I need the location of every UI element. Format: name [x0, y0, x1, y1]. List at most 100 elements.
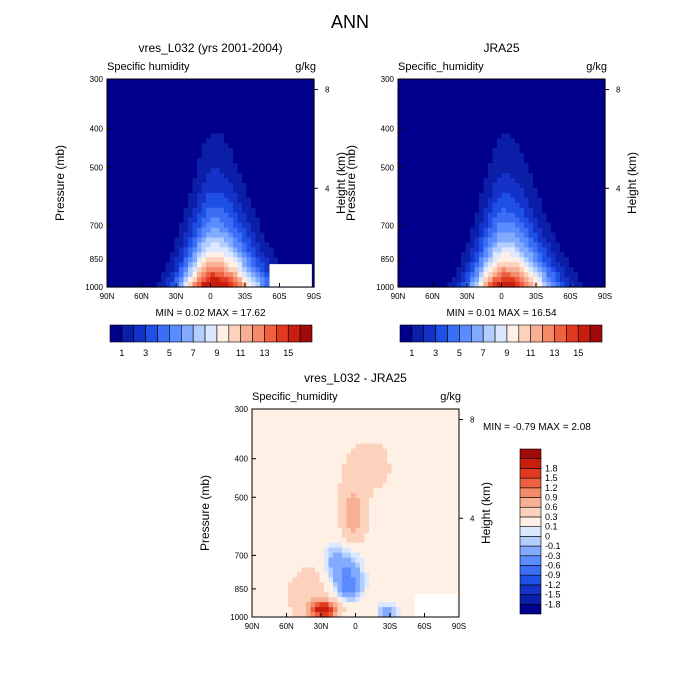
- heatmap-cell: [546, 98, 552, 105]
- heatmap-cell: [219, 252, 225, 258]
- heatmap-cell: [342, 562, 348, 569]
- heatmap-cell: [420, 187, 426, 194]
- heatmap-cell: [305, 173, 311, 179]
- heatmap-cell: [569, 247, 575, 253]
- heatmap-cell: [355, 448, 361, 455]
- heatmap-cell: [107, 212, 113, 219]
- heatmap-cell: [328, 453, 334, 460]
- heatmap-cell: [319, 453, 325, 460]
- heatmap-cell: [402, 242, 408, 248]
- heatmap-cell: [246, 93, 252, 100]
- heatmap-cell: [438, 262, 444, 268]
- heatmap-cell: [342, 443, 348, 450]
- heatmap-cell: [129, 282, 135, 288]
- heatmap-cell: [429, 83, 435, 90]
- heatmap-cell: [328, 463, 334, 470]
- heatmap-cell: [297, 587, 303, 593]
- heatmap-cell: [346, 567, 352, 574]
- heatmap-cell: [420, 227, 426, 234]
- heatmap-cell: [206, 187, 212, 194]
- heatmap-cell: [483, 133, 489, 140]
- heatmap-cell: [134, 282, 140, 288]
- heatmap-cell: [411, 79, 417, 85]
- heatmap-cell: [456, 148, 462, 154]
- heatmap-cell: [319, 463, 325, 470]
- heatmap-cell: [319, 468, 325, 474]
- heatmap-cell: [174, 133, 180, 140]
- heatmap-cell: [587, 187, 593, 194]
- heatmap-cell: [116, 168, 122, 174]
- heatmap-cell: [179, 143, 185, 149]
- heatmap-cell: [206, 103, 212, 110]
- heatmap-cell: [452, 143, 458, 149]
- heatmap-cell: [542, 237, 548, 244]
- heatmap-cell: [546, 252, 552, 258]
- heatmap-cell: [255, 207, 261, 214]
- heatmap-cell: [492, 282, 498, 288]
- heatmap-cell: [120, 277, 126, 283]
- heatmap-cell: [524, 267, 530, 273]
- heatmap-cell: [342, 478, 348, 484]
- heatmap-cell: [447, 163, 453, 169]
- heatmap-cell: [179, 108, 185, 115]
- heatmap-cell: [261, 433, 267, 440]
- heatmap-cell: [265, 418, 271, 425]
- heatmap-cell: [551, 168, 557, 174]
- heatmap-cell: [251, 133, 257, 140]
- heatmap-cell: [305, 143, 311, 149]
- heatmap-cell: [425, 148, 431, 154]
- heatmap-cell: [152, 163, 158, 169]
- heatmap-cell: [564, 88, 570, 95]
- heatmap-cell: [309, 197, 315, 204]
- heatmap-cell: [274, 413, 280, 420]
- heatmap-cell: [138, 187, 144, 194]
- heatmap-cell: [328, 503, 334, 509]
- heatmap-cell: [292, 577, 298, 583]
- heatmap-cell: [310, 488, 316, 494]
- heatmap-cell: [179, 267, 185, 273]
- heatmap-cell: [483, 143, 489, 149]
- heatmap-cell: [111, 178, 117, 184]
- heatmap-cell: [600, 207, 606, 214]
- heatmap-cell: [260, 153, 266, 159]
- heatmap-cell: [288, 468, 294, 474]
- heatmap-cell: [256, 572, 262, 578]
- heatmap-cell: [506, 83, 512, 90]
- heatmap-cell: [461, 197, 467, 204]
- heatmap-cell: [287, 197, 293, 204]
- heatmap-cell: [328, 473, 334, 479]
- heatmap-cell: [407, 158, 413, 164]
- heatmap-cell: [438, 207, 444, 214]
- heatmap-cell: [161, 183, 167, 189]
- heatmap-cell: [179, 277, 185, 283]
- heatmap-cell: [228, 282, 234, 288]
- heatmap-cell: [310, 418, 316, 425]
- heatmap-cell: [228, 153, 234, 159]
- heatmap-cell: [291, 168, 297, 174]
- heatmap-cell: [398, 133, 404, 140]
- heatmap-cell: [542, 148, 548, 154]
- heatmap-cell: [483, 138, 489, 144]
- heatmap-cell: [411, 148, 417, 154]
- heatmap-cell: [170, 158, 176, 164]
- heatmap-cell: [465, 197, 471, 204]
- heatmap-cell: [256, 463, 262, 470]
- heatmap-cell: [233, 83, 239, 90]
- heatmap-cell: [206, 138, 212, 144]
- heatmap-cell: [398, 252, 404, 258]
- heatmap-cell: [255, 277, 261, 283]
- heatmap-cell: [165, 128, 171, 135]
- heatmap-cell: [228, 79, 234, 85]
- heatmap-cell: [134, 158, 140, 164]
- heatmap-cell: [461, 242, 467, 248]
- heatmap-cell: [228, 168, 234, 174]
- heatmap-cell: [179, 247, 185, 253]
- heatmap-cell: [542, 113, 548, 120]
- heatmap-cell: [283, 547, 289, 554]
- heatmap-cell: [129, 88, 135, 95]
- colorbar-swatch: [133, 324, 146, 343]
- heatmap-cell: [306, 562, 312, 569]
- heatmap-cell: [560, 267, 566, 273]
- heatmap-cell: [152, 187, 158, 194]
- heatmap-cell: [402, 123, 408, 130]
